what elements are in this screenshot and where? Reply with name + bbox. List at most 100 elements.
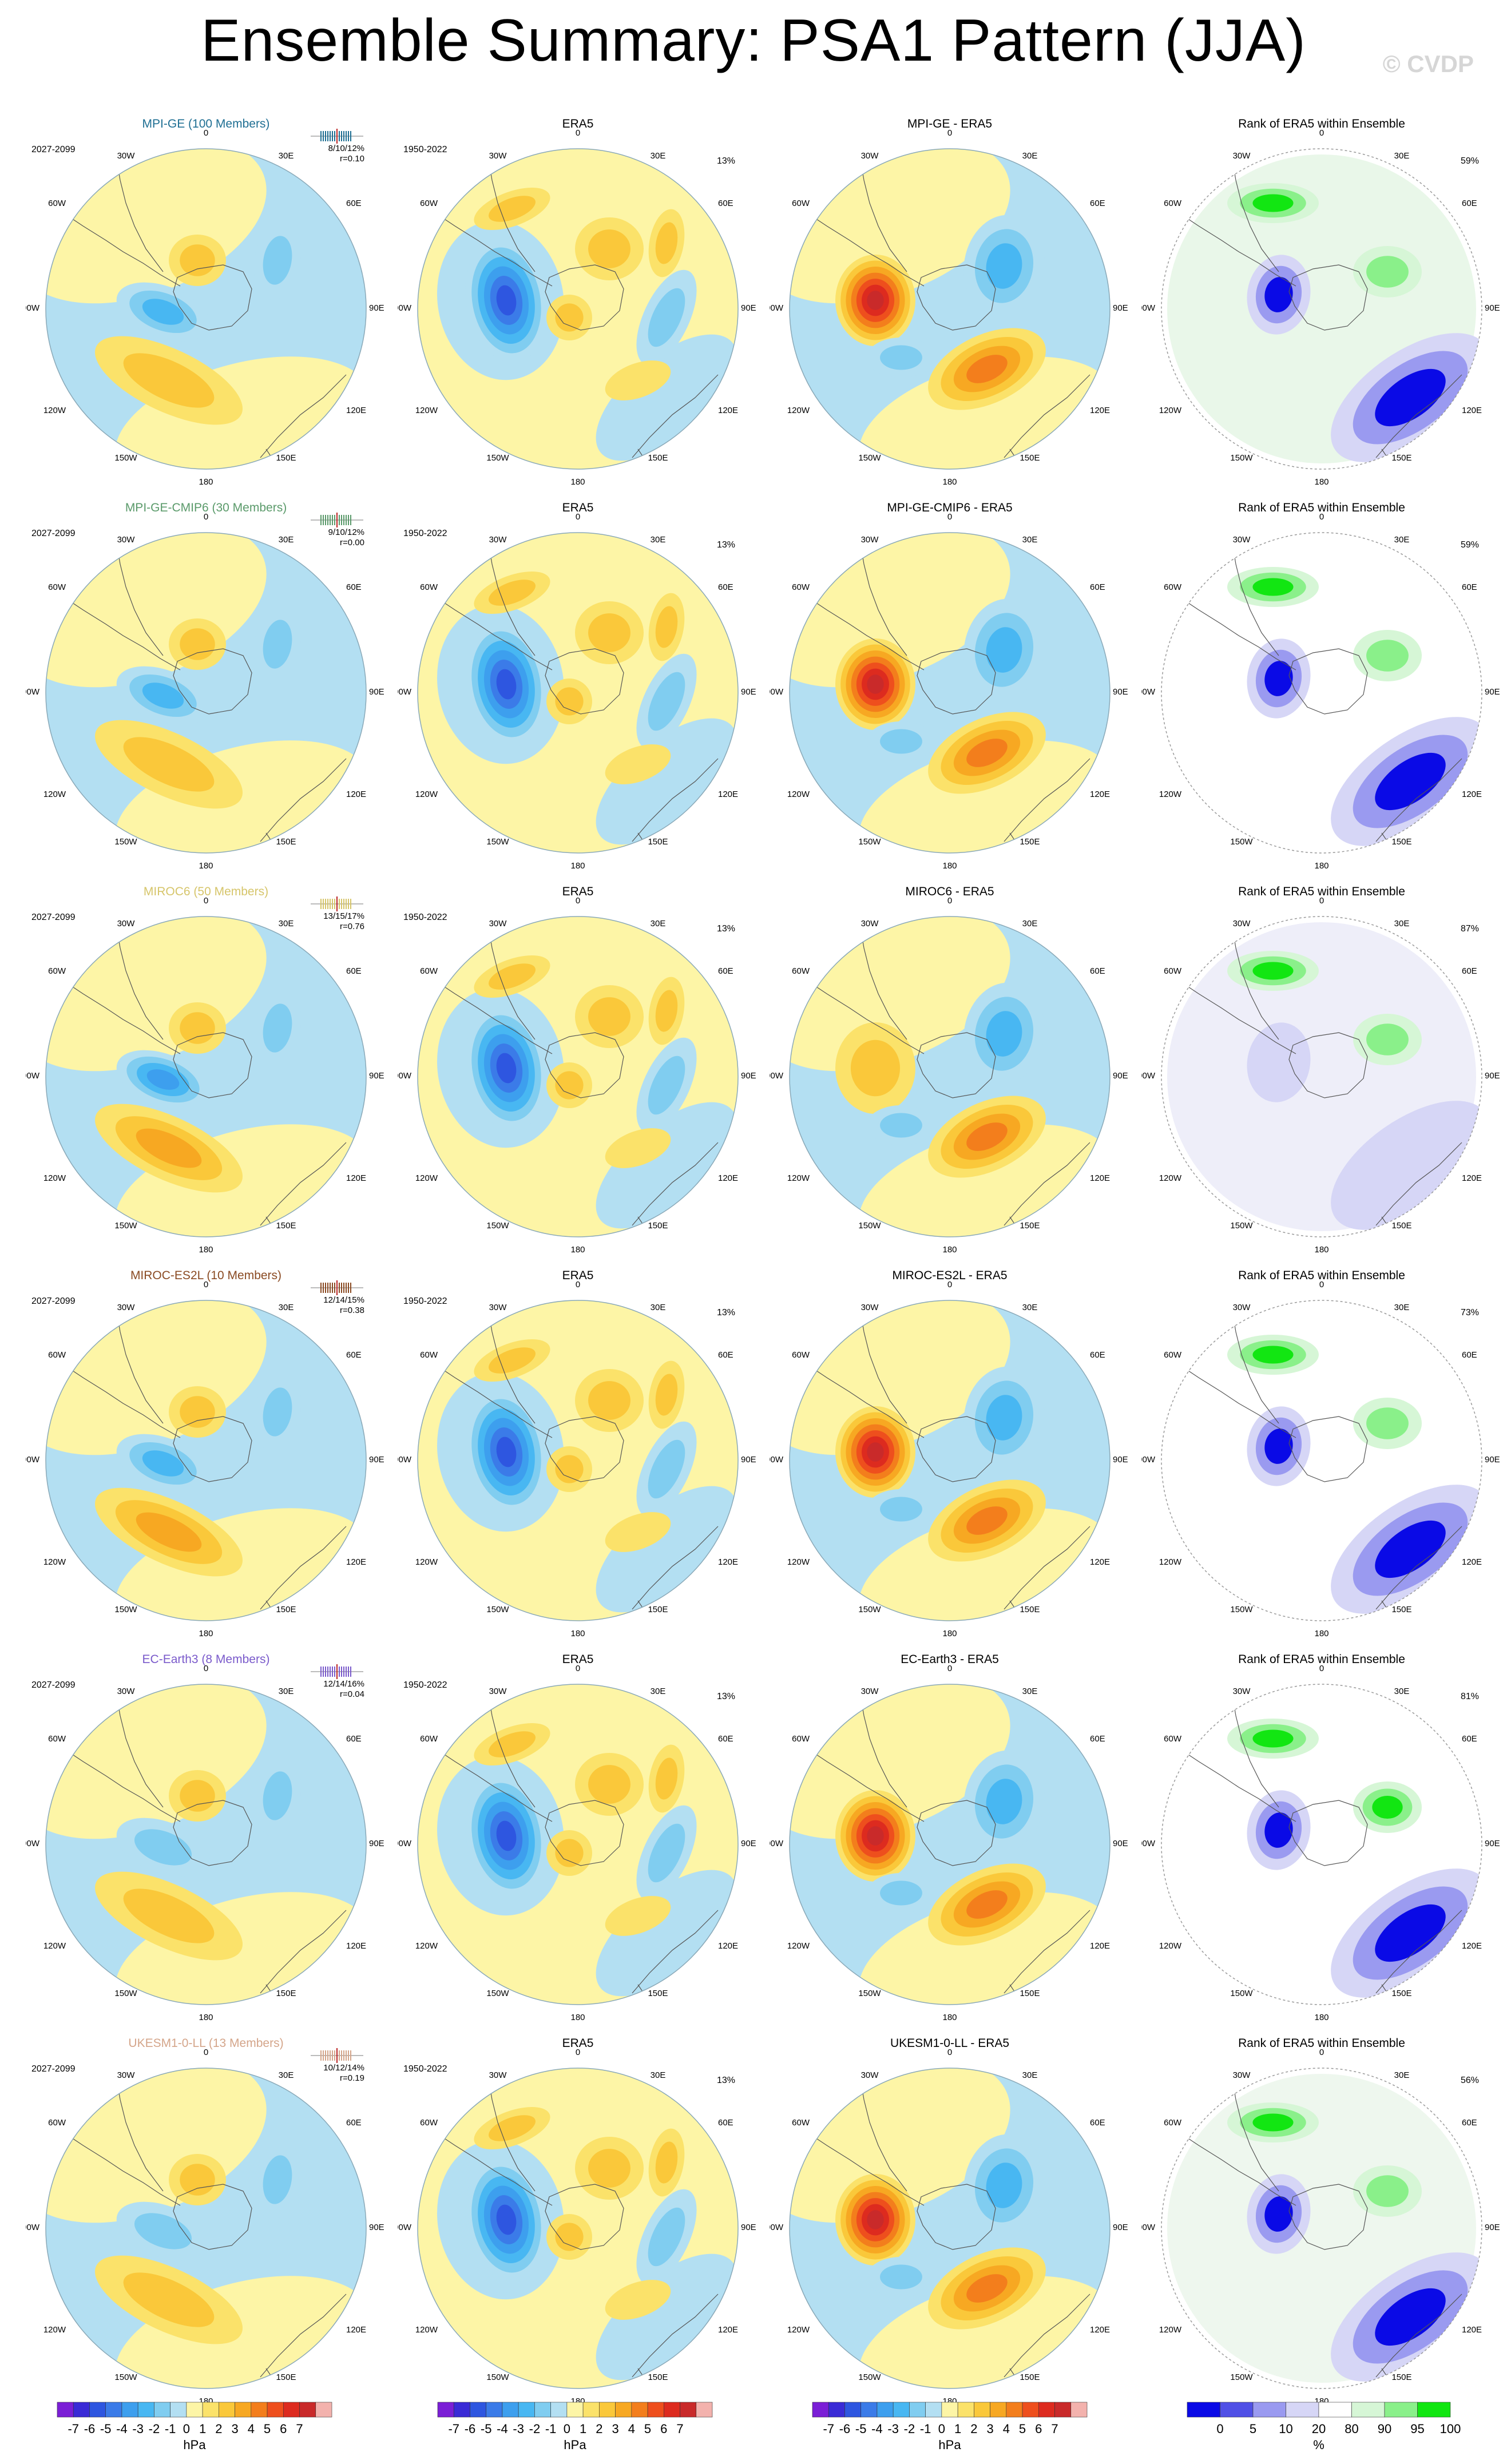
panel-era5-row-6: ERA5 1950-2022 13% 0 30E 60E 90E 120E 150E 180 150…	[398, 2037, 758, 2409]
longitude-label: 90E	[369, 303, 384, 313]
longitude-label: 120W	[1159, 406, 1182, 415]
colorbar-boxes: 0 5 10 20 80 90 95 100	[1187, 2402, 1461, 2436]
pattern-correlation: r=0.38	[340, 1306, 364, 1315]
polar-map-model: 030E60E90E120E150E180150W120W90W60W30W	[26, 129, 384, 487]
longitude-label: 90W	[26, 303, 40, 313]
colorbar-swatch	[137, 2402, 154, 2418]
longitude-label: 60E	[346, 1734, 362, 1744]
longitude-label: 150E	[648, 837, 668, 847]
longitude-label: 60W	[420, 966, 438, 976]
colorbar-tick-label: -3	[513, 2422, 524, 2436]
polar-map-era5: 030E60E90E120E150E180150W120W90W60W30W	[398, 2048, 756, 2406]
panel-rank-row-4: Rank of ERA5 within Ensemble 73% 0 30E 60E 90…	[1141, 1269, 1502, 1641]
colorbar-hpa-3: -7 -6 -5 -4 -3 -2 -1 0 1 2 3 4 5 6 7 hPa	[801, 2400, 1098, 2463]
percent-label: 81%	[1460, 1692, 1479, 1701]
polar-map-rank: 0 30E 60E 90E 120E 150E 180 150W 120W 90W 60W 30W	[1141, 1664, 1500, 2022]
colorbar-tick-label: 5	[264, 2422, 271, 2436]
longitude-label: 60E	[1462, 582, 1477, 592]
variance-percentiles: 10/12/14%	[323, 2063, 364, 2073]
longitude-label: 60E	[346, 2118, 362, 2128]
colorbar-tick-label: -5	[855, 2422, 867, 2436]
colorbar-tick-label: 7	[1051, 2422, 1058, 2436]
colorbar-swatch	[299, 2402, 316, 2418]
longitude-label: 120E	[718, 1941, 738, 1951]
colorbar-swatch	[1038, 2402, 1055, 2418]
longitude-label: 0	[947, 1664, 952, 1673]
panel-model-row-1: MPI-GE (100 Members) 2027-2099 8/10/12% r=0…	[26, 117, 386, 489]
longitude-label: 30E	[279, 1303, 294, 1312]
pattern-correlation: r=0.19	[340, 2073, 364, 2083]
period-label: 1950-2022	[403, 529, 447, 538]
longitude-label: 0	[947, 2048, 952, 2057]
longitude-label: 0	[576, 2048, 580, 2057]
colorbar-swatch	[925, 2402, 942, 2418]
colorbar-tick-label: -5	[100, 2422, 112, 2436]
panel-diff-row-4: MIROC-ES2L - ERA5 0 30E 60E 90E 120E 150E 180 15…	[770, 1269, 1130, 1641]
longitude-label: 60W	[792, 199, 810, 208]
polar-map-model: 030E60E90E120E150E180150W120W90W60W30W	[26, 2048, 384, 2406]
longitude-label: 60W	[1164, 966, 1182, 976]
panel-era5-row-4: ERA5 1950-2022 13% 0 30E 60E 90E 120E 150E 180 150…	[398, 1269, 758, 1641]
colorbar-tick-label: -2	[529, 2422, 541, 2436]
ensemble-spread-icon	[311, 513, 363, 527]
longitude-label: 60W	[792, 1734, 810, 1744]
colorbar-unit: hPa	[183, 2438, 206, 2452]
longitude-label: 60W	[792, 2118, 810, 2128]
longitude-label: 30E	[651, 151, 666, 161]
longitude-label: 30W	[489, 535, 507, 545]
longitude-label: 0	[204, 896, 208, 906]
period-label: 2027-2099	[31, 529, 76, 538]
longitude-label: 150E	[1020, 1989, 1040, 1998]
colorbar-swatch	[186, 2402, 203, 2418]
longitude-label: 60W	[48, 1734, 66, 1744]
longitude-label: 150W	[114, 2372, 137, 2382]
longitude-label: 150W	[114, 453, 137, 463]
longitude-label: 60W	[48, 2118, 66, 2128]
longitude-label: 60E	[1090, 1734, 1105, 1744]
longitude-label: 60E	[718, 2118, 733, 2128]
colorbar-swatch	[1286, 2402, 1319, 2418]
colorbar-tick-label: 4	[248, 2422, 255, 2436]
polar-map-era5: 030E60E90E120E150E180150W120W90W60W30W	[398, 513, 756, 871]
longitude-label: 90E	[741, 303, 756, 313]
panel-title: ERA5	[562, 117, 594, 130]
longitude-label: 30W	[117, 151, 136, 161]
colorbar-swatch	[154, 2402, 170, 2418]
longitude-label: 90W	[770, 303, 784, 313]
colorbar-tick-label: -1	[920, 2422, 931, 2436]
longitude-label: 60W	[420, 1734, 438, 1744]
longitude-label: 120W	[415, 1941, 438, 1951]
percent-label: 56%	[1460, 2076, 1479, 2085]
colorbar-tick-label: -4	[871, 2422, 883, 2436]
longitude-label: 120E	[718, 1173, 738, 1183]
polar-map-diff: 030E60E90E120E150E180150W120W90W60W30W	[770, 2048, 1128, 2406]
longitude-label: 120E	[1462, 406, 1482, 415]
colorbar-swatch	[73, 2402, 90, 2418]
colorbar-tick-label: -7	[68, 2422, 79, 2436]
colorbar-swatch	[550, 2402, 568, 2418]
ensemble-stats: 13/15/17% r=0.76	[290, 911, 364, 932]
panel-model-row-3: MIROC6 (50 Members) 2027-2099 13/15/17% r=0…	[26, 885, 386, 1257]
longitude-label: 30W	[489, 2070, 507, 2080]
panel-rank-row-2: Rank of ERA5 within Ensemble 59% 0 30E 60E 90…	[1141, 501, 1502, 873]
percent-label: 13%	[716, 540, 735, 550]
colorbar-tick-label: -6	[839, 2422, 851, 2436]
longitude-label: 120E	[718, 1557, 738, 1567]
colorbar-tick-label: 3	[612, 2422, 618, 2436]
colorbar-swatch	[566, 2402, 584, 2418]
longitude-label: 30E	[1022, 535, 1038, 545]
colorbar-swatch	[453, 2402, 470, 2418]
longitude-label: 60E	[346, 1350, 362, 1360]
longitude-label: 120E	[1090, 1941, 1110, 1951]
longitude-label: 90W	[398, 1455, 412, 1465]
longitude-label: 150W	[486, 1989, 509, 1998]
longitude-label: 30W	[1233, 151, 1251, 161]
longitude-label: 120E	[346, 789, 366, 799]
colorbar-swatch	[957, 2402, 974, 2418]
longitude-label: 120W	[787, 1173, 810, 1183]
colorbar-unit: %	[1313, 2438, 1324, 2452]
longitude-label: 60E	[1462, 2118, 1477, 2128]
longitude-label: 60E	[1090, 1350, 1105, 1360]
panel-rank-row-6: Rank of ERA5 within Ensemble 56% 0 30E 60E 90…	[1141, 2037, 1502, 2409]
polar-map-rank: 0 30E 60E 90E 120E 150E 180 150W 120W 90W 60W 30W	[1141, 513, 1500, 871]
